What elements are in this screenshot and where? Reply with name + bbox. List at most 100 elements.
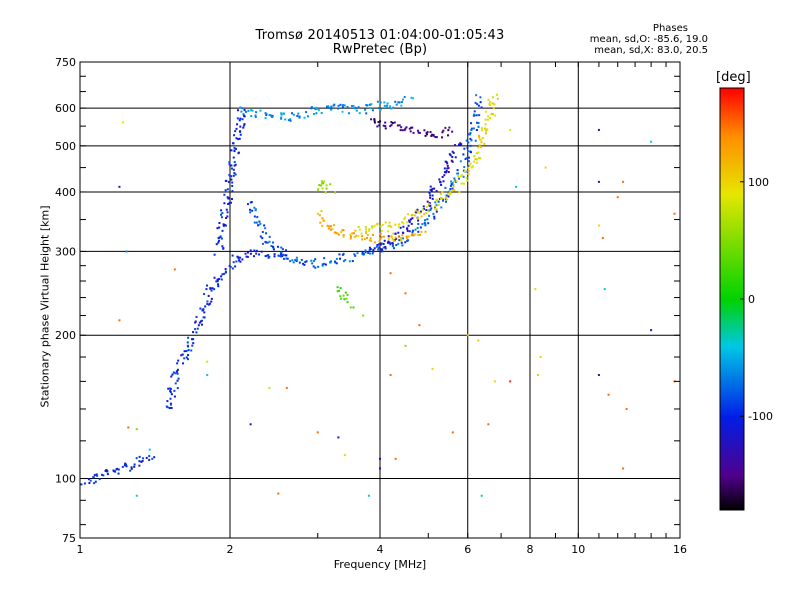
data-point — [228, 264, 231, 267]
data-point — [241, 107, 244, 110]
data-point — [468, 164, 471, 167]
data-point — [429, 131, 432, 134]
data-point — [417, 222, 420, 225]
data-point — [379, 225, 382, 228]
data-point — [393, 121, 396, 124]
data-point — [220, 278, 223, 281]
data-point — [133, 465, 136, 468]
data-point — [490, 112, 493, 115]
data-point — [442, 180, 445, 183]
data-point — [480, 141, 483, 144]
data-point — [341, 105, 344, 108]
data-point — [261, 230, 264, 233]
data-point — [391, 238, 394, 241]
data-point — [206, 284, 209, 287]
data-point — [207, 294, 210, 297]
data-point — [337, 233, 340, 236]
data-point — [480, 127, 483, 130]
data-point — [442, 198, 445, 201]
data-point — [451, 189, 454, 192]
data-point — [441, 190, 444, 193]
data-point — [467, 170, 470, 173]
data-point — [278, 254, 281, 257]
data-point — [447, 129, 450, 132]
data-point — [88, 481, 91, 484]
data-point — [475, 161, 478, 164]
data-point — [280, 112, 283, 115]
data-point — [177, 359, 180, 362]
data-point — [470, 151, 473, 154]
data-point — [379, 467, 381, 470]
data-point — [324, 263, 327, 266]
data-point — [387, 240, 390, 243]
data-point — [272, 241, 275, 244]
data-point — [488, 103, 491, 106]
data-point — [206, 360, 209, 363]
data-point — [244, 252, 247, 255]
data-point — [419, 233, 422, 236]
data-point — [277, 492, 280, 495]
data-point — [422, 205, 425, 208]
data-point — [140, 460, 143, 463]
data-point — [255, 249, 258, 252]
data-point — [421, 223, 424, 226]
data-point — [231, 267, 234, 270]
data-point — [292, 261, 295, 264]
data-point — [366, 234, 369, 237]
data-point — [451, 187, 454, 190]
data-point — [441, 199, 444, 202]
data-point — [347, 112, 350, 115]
x-tick-label: 6 — [464, 543, 471, 556]
data-point — [265, 232, 268, 235]
data-point — [369, 103, 372, 106]
data-point — [220, 216, 223, 219]
data-point — [133, 463, 136, 466]
data-point — [488, 104, 491, 107]
data-point — [151, 457, 154, 460]
data-point — [379, 457, 381, 460]
data-point — [298, 261, 301, 264]
data-point — [363, 238, 366, 241]
data-point — [148, 448, 151, 451]
data-point — [388, 221, 391, 224]
data-point — [440, 206, 443, 209]
data-point — [167, 387, 170, 390]
data-point — [400, 101, 403, 104]
data-point — [496, 97, 499, 100]
data-point — [342, 234, 345, 237]
data-point — [229, 174, 232, 177]
data-point — [129, 469, 132, 472]
data-point — [465, 157, 468, 160]
data-point — [357, 106, 360, 109]
data-point — [406, 237, 409, 240]
data-point — [250, 114, 253, 117]
data-point — [445, 171, 448, 174]
data-point — [360, 232, 363, 235]
data-point — [336, 286, 339, 289]
data-point — [417, 233, 420, 236]
data-point — [365, 230, 368, 233]
data-point — [384, 246, 387, 249]
data-point — [403, 218, 406, 221]
data-point — [371, 109, 374, 112]
data-point — [370, 239, 373, 242]
data-point — [479, 101, 482, 104]
data-point — [225, 208, 228, 211]
data-point — [480, 146, 483, 149]
data-point — [230, 164, 233, 167]
data-point — [412, 97, 415, 100]
data-point — [466, 179, 469, 182]
data-point — [336, 232, 339, 235]
data-point — [384, 247, 387, 250]
data-point — [452, 188, 455, 191]
data-point — [370, 103, 373, 106]
data-point — [466, 150, 469, 153]
data-point — [338, 253, 341, 256]
data-point — [673, 212, 676, 215]
data-point — [233, 146, 236, 149]
data-point — [430, 207, 433, 210]
data-point — [248, 208, 251, 211]
data-point — [93, 474, 96, 477]
data-point — [185, 356, 188, 359]
data-point — [400, 221, 403, 224]
